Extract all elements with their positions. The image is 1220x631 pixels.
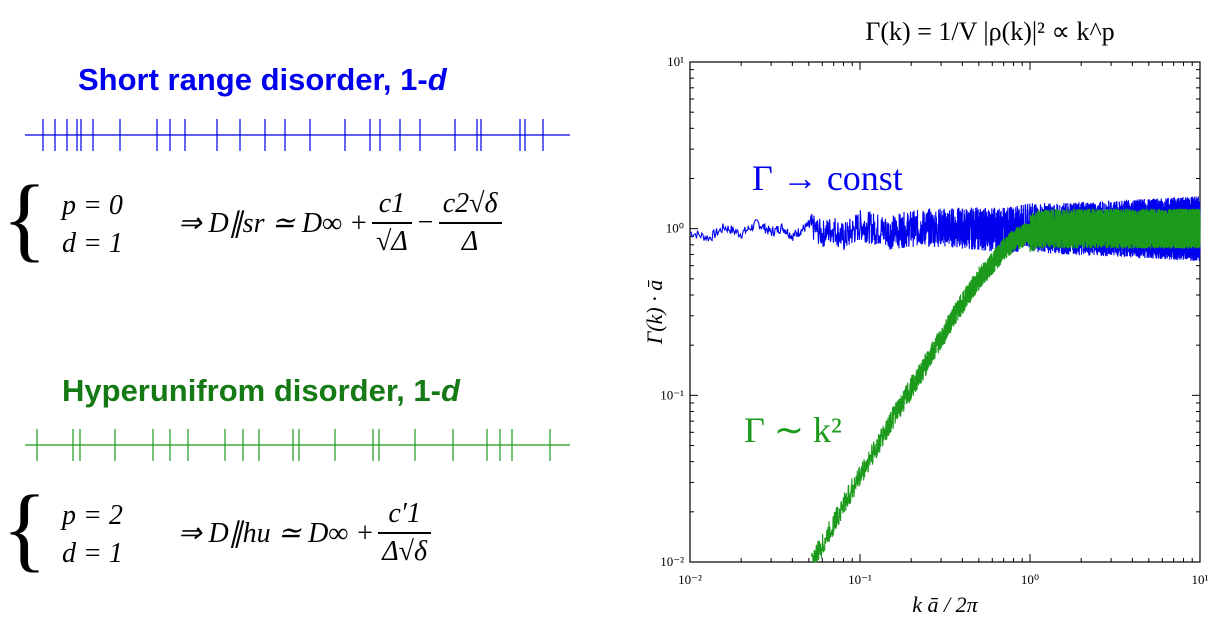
sr-frac2-den: Δ [438,222,502,258]
series-line-green [811,208,1201,564]
sr-frac2: c2√δ Δ [438,188,502,258]
hu-frac1-num: c′1 [388,498,421,529]
sr-point-line [25,119,570,151]
sr-heading: Short range disorder, 1-d [78,62,447,98]
hu-heading: Hyperunifrom disorder, 1-d [62,373,460,409]
sr-frac2-num: c2√δ [442,188,498,219]
annotation-k2: Γ ∼ k² [744,410,842,450]
plot-frame [689,61,1201,563]
y-tick-label: 10⁻¹ [660,387,684,402]
hu-frac1: c′1 Δ√δ [378,498,432,568]
hu-brace: { [2,477,48,581]
y-tick-label: 10¹ [667,54,684,69]
y-axis-label: Γ(k) · ā [642,280,667,345]
x-tick-label: 10⁰ [1021,572,1039,587]
hu-formula-left: ⇒ D∥hu ≃ D∞ + [178,518,375,549]
series-group [689,196,1201,564]
hu-point-line [25,429,570,461]
axis-ticks: 10⁻² 10⁻² 10⁻¹ 10⁻¹ 10⁰ 10⁰ 10¹ 10¹ [660,54,1208,587]
sr-formula: ⇒ D∥sr ≃ D∞ + c1 √Δ − c2√δ Δ [178,178,506,268]
annotation-const: Γ → const [752,158,903,198]
sr-formula-left: ⇒ D∥sr ≃ D∞ + [178,208,369,239]
hu-heading-suffix: d [440,373,460,408]
hu-frac1-den: Δ√δ [378,532,432,568]
chart-title: Γ(k) = 1/V |ρ(k)|² ∝ k^p [865,17,1114,46]
sr-brace: { [2,167,48,271]
sr-minus: − [415,207,435,238]
hu-heading-main: Hyperunifrom disorder, 1- [62,373,441,408]
y-tick-label: 10⁻² [660,554,684,569]
x-axis-label: k ā / 2π [912,592,978,617]
hu-cond-d: d = 1 [62,538,123,569]
sr-cond-d: d = 1 [62,228,123,259]
y-tick-label: 10⁰ [666,221,684,236]
sr-frac1-den: √Δ [372,222,412,258]
x-tick-label: 10⁻² [678,572,702,587]
sr-cond-p: p = 0 [62,190,123,221]
x-tick-label: 10¹ [1192,572,1209,587]
hu-cond-p: p = 2 [62,500,123,531]
sr-frac1: c1 √Δ [372,188,412,258]
gamma-chart: Γ(k) = 1/V |ρ(k)|² ∝ k^p 10⁻²10⁻²10⁻¹10⁻… [642,17,1209,617]
hu-formula: ⇒ D∥hu ≃ D∞ + c′1 Δ√δ [178,488,435,578]
x-tick-label: 10⁻¹ [848,572,872,587]
sr-heading-main: Short range disorder, 1- [78,62,428,97]
sr-heading-suffix: d [427,62,447,97]
sr-frac1-num: c1 [378,188,406,219]
